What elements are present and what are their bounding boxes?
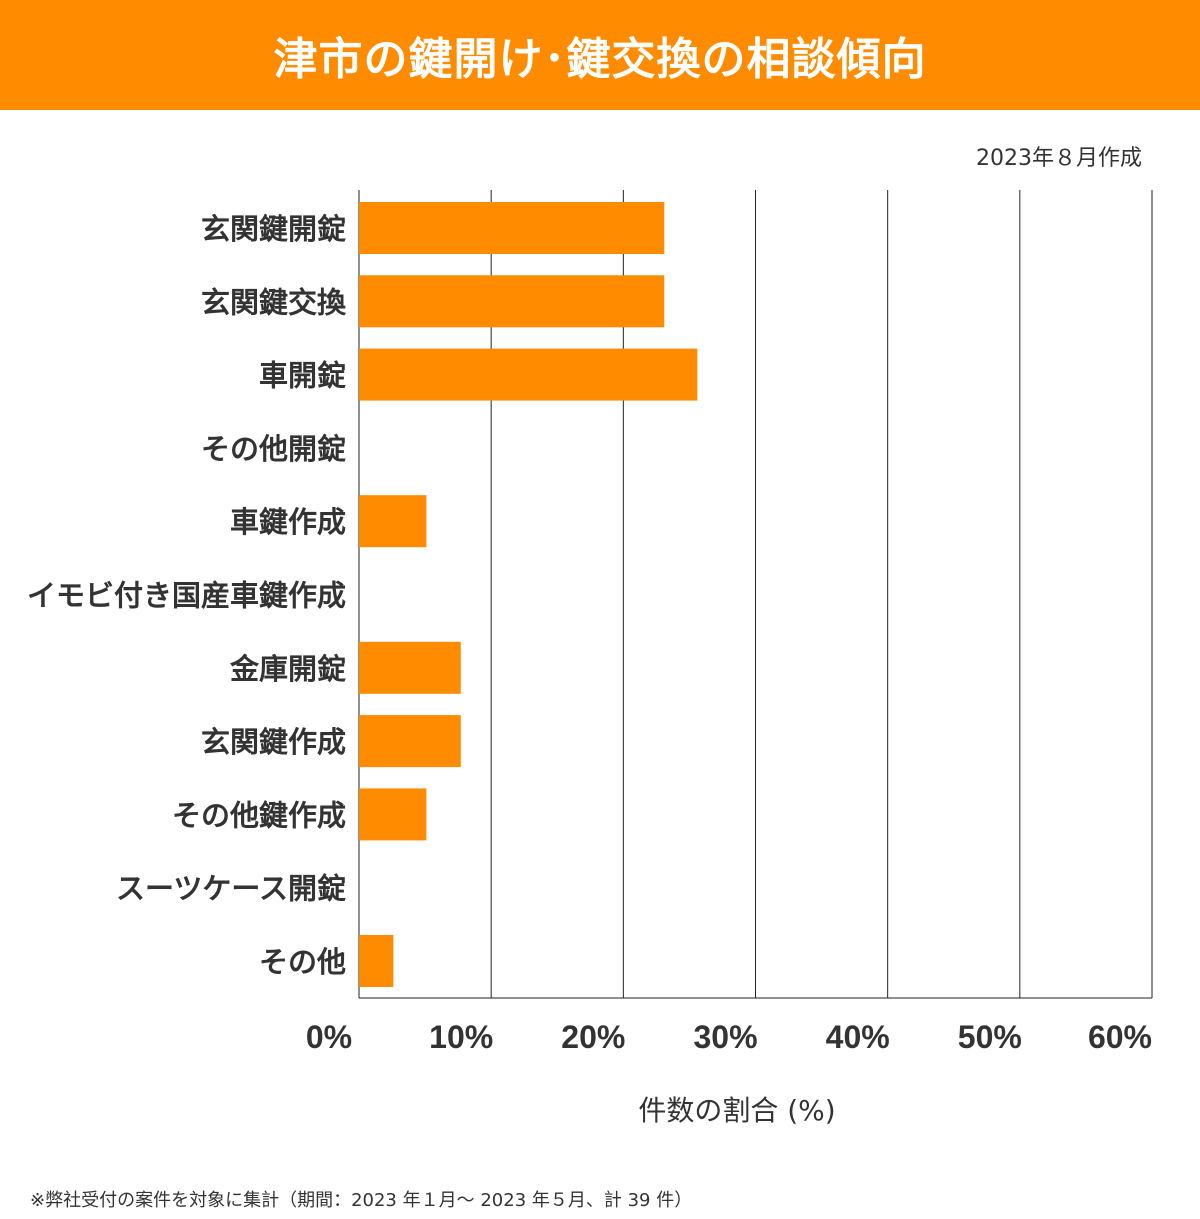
category-label: 金庫開錠 xyxy=(229,652,346,686)
x-tick-label: 40% xyxy=(826,1019,890,1055)
created-date: 2023年８月作成 xyxy=(976,146,1142,171)
category-label: 玄関鍵作成 xyxy=(201,725,346,759)
bar xyxy=(359,495,427,548)
bar xyxy=(359,715,461,768)
bar xyxy=(359,202,665,254)
category-label: その他開錠 xyxy=(201,432,346,466)
x-tick-label: 30% xyxy=(693,1019,757,1055)
x-tick-label: 10% xyxy=(429,1019,493,1055)
x-tick-label: 60% xyxy=(1088,1019,1152,1055)
category-label: その他 xyxy=(259,945,346,979)
x-tick-label: 0% xyxy=(306,1019,352,1055)
page-title: 津市の鍵開け･鍵交換の相談傾向 xyxy=(273,34,927,85)
category-label: 車開錠 xyxy=(259,359,346,393)
x-axis-label: 件数の割合 (%) xyxy=(638,1094,835,1127)
bar xyxy=(359,641,461,694)
bar xyxy=(359,788,427,841)
bar xyxy=(359,348,698,401)
category-label: 車鍵作成 xyxy=(230,505,346,539)
category-label: イモビ付き国産車鍵作成 xyxy=(27,579,346,613)
title-banner: 津市の鍵開け･鍵交換の相談傾向 xyxy=(0,0,1200,110)
category-label: 玄関鍵交換 xyxy=(201,285,347,319)
bar xyxy=(359,275,665,328)
category-label: スーツケース開錠 xyxy=(116,872,346,906)
x-tick-label: 50% xyxy=(958,1019,1022,1055)
category-label: その他鍵作成 xyxy=(172,798,346,832)
footnote: ※弊社受付の案件を対象に集計（期間：2023 年１月～ 2023 年５月、計 3… xyxy=(30,1190,693,1211)
category-label: 玄関鍵開錠 xyxy=(201,212,346,246)
x-tick-label: 20% xyxy=(561,1019,625,1055)
bar xyxy=(359,935,394,987)
